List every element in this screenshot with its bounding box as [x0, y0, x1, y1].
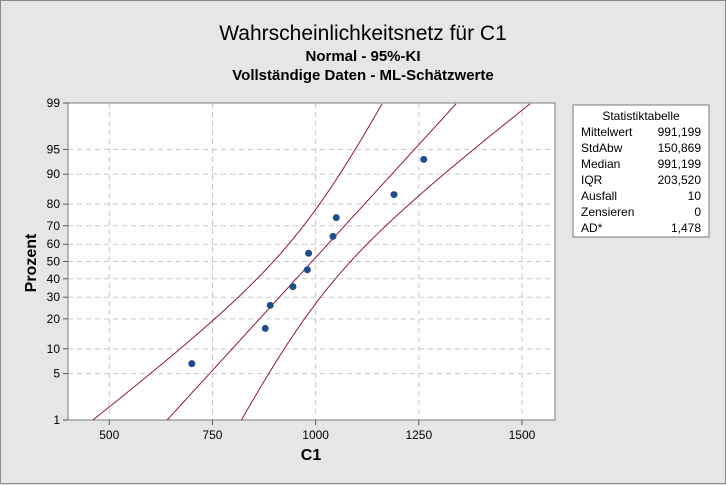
stats-row-value: 10 — [688, 189, 702, 203]
stats-row-label: IQR — [581, 173, 603, 187]
stats-row-value: 0 — [694, 205, 701, 219]
y-tick-label: 50 — [47, 255, 61, 269]
data-point — [266, 301, 274, 309]
y-tick-label: 99 — [47, 96, 61, 110]
stats-row-value: 991,199 — [658, 157, 702, 171]
y-tick-label: 20 — [47, 312, 61, 326]
x-tick-label: 750 — [202, 428, 222, 442]
data-point — [261, 324, 269, 332]
y-axis-title: Prozent — [23, 233, 40, 292]
stats-row-value: 150,869 — [658, 141, 702, 155]
stats-row-label: StdAbw — [581, 141, 623, 155]
data-point — [420, 155, 428, 163]
data-point — [188, 360, 196, 368]
data-point — [390, 191, 398, 199]
y-tick-label: 70 — [47, 219, 61, 233]
y-tick-label: 80 — [47, 197, 61, 211]
chart-subtitle-1: Normal - 95%-KI — [305, 48, 420, 65]
stats-row-value: 203,520 — [658, 173, 702, 187]
stats-row-label: AD* — [581, 221, 603, 235]
grid — [68, 103, 555, 420]
data-points — [188, 155, 428, 368]
data-point — [289, 283, 297, 291]
stats-row-label: Mittelwert — [581, 125, 633, 139]
stats-table-rows: Mittelwert 991,199 StdAbw 150,869 Median 991,… — [581, 125, 701, 235]
y-tick-label: 1 — [53, 413, 60, 427]
ci-upper-line — [240, 103, 531, 421]
data-point — [303, 266, 311, 274]
y-tick-label: 95 — [47, 142, 61, 156]
stats-row-value: 1,478 — [671, 221, 701, 235]
x-tick-label: 1000 — [302, 428, 329, 442]
stats-table-box — [572, 104, 710, 238]
y-tick-label: 60 — [47, 237, 61, 251]
stats-row-value: 991,199 — [658, 125, 702, 139]
data-point — [329, 232, 337, 240]
x-axis-title: C1 — [301, 447, 322, 464]
y-tick-label: 30 — [47, 290, 61, 304]
y-axis-ticks: 1 5 10 20 30 40 50 60 70 80 90 95 99 — [47, 96, 68, 427]
stats-row-label: Zensieren — [581, 205, 634, 219]
x-axis-ticks: 500 750 1000 1250 1500 — [99, 420, 536, 442]
stats-table: Statistiktabelle Mittelwert 991,199 StdAbw… — [572, 104, 710, 238]
ci-lower-line — [92, 103, 383, 421]
x-tick-label: 1250 — [405, 428, 432, 442]
stats-row-label: Median — [581, 157, 620, 171]
x-tick-label: 1500 — [509, 428, 536, 442]
chart-title: Wahrscheinlichkeitsnetz für C1 — [219, 22, 507, 45]
y-tick-label: 90 — [47, 167, 61, 181]
data-point — [332, 214, 340, 222]
stats-row-label: Ausfall — [581, 189, 617, 203]
y-tick-label: 10 — [47, 342, 61, 356]
chart-subtitle-2: Vollständige Daten - ML-Schätzwerte — [232, 67, 493, 84]
data-point — [305, 249, 313, 257]
x-tick-label: 500 — [99, 428, 119, 442]
stats-table-title: Statistiktabelle — [602, 109, 680, 123]
fit-line — [166, 103, 457, 421]
y-tick-label: 5 — [53, 367, 60, 381]
y-tick-label: 40 — [47, 272, 61, 286]
fit-lines — [92, 103, 531, 421]
